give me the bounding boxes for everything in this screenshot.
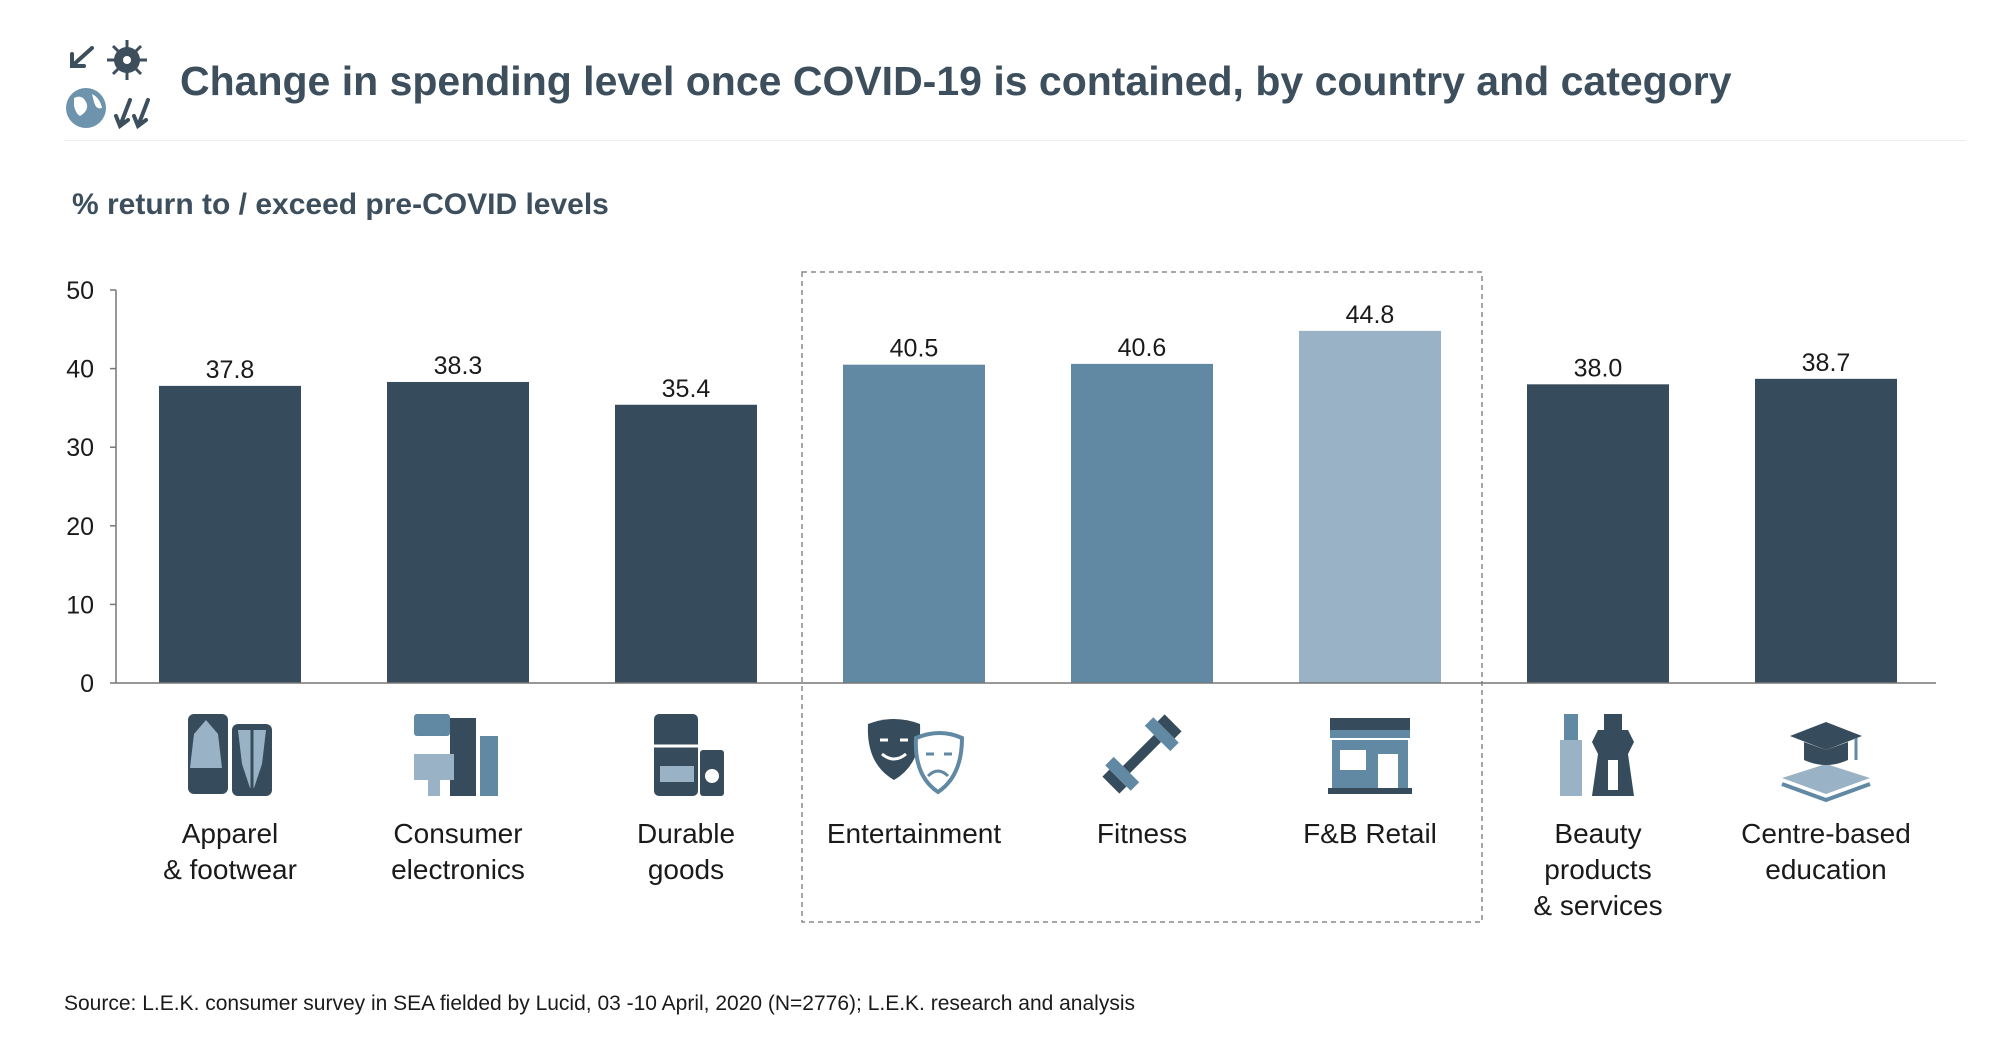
header: Change in spending level once COVID-19 i…	[64, 30, 1964, 140]
category-label: electronics	[391, 854, 525, 885]
category-label: Beauty	[1554, 818, 1641, 849]
bar-chart: 0 10 20 30 40 50 37.8 Apparel & footwear 38.3 Cons…	[66, 271, 1936, 923]
header-divider	[64, 140, 1966, 141]
bar-3	[615, 404, 757, 683]
apparel-icon	[186, 712, 274, 798]
graduation-cap-icon	[1780, 720, 1872, 802]
bar-1	[159, 385, 301, 683]
bar-value-label: 38.3	[434, 352, 483, 380]
y-tick-label: 10	[66, 591, 94, 619]
electronics-icon	[414, 714, 498, 796]
bar-2	[387, 381, 529, 683]
y-tick-label: 50	[66, 277, 94, 305]
y-axis-subtitle: % return to / exceed pre-COVID levels	[72, 188, 609, 221]
y-tick-label: 20	[66, 513, 94, 541]
category-label: goods	[648, 854, 724, 885]
bar-value-label: 37.8	[206, 356, 255, 384]
chart-title: Change in spending level once COVID-19 i…	[180, 58, 1732, 104]
bar-value-label: 35.4	[662, 375, 711, 403]
bar-7	[1527, 384, 1669, 683]
bar-5	[1071, 363, 1213, 683]
highlight-box	[801, 271, 1483, 923]
category-label: Centre-based	[1741, 818, 1911, 849]
category-label: & footwear	[163, 854, 297, 885]
bar-value-label: 38.7	[1802, 349, 1851, 377]
category-label: Entertainment	[827, 818, 1002, 849]
source-note: Source: L.E.K. consumer survey in SEA fi…	[64, 992, 1135, 1015]
category-label: education	[1765, 854, 1886, 885]
bar-6	[1299, 330, 1441, 683]
bar-value-label: 40.6	[1118, 334, 1167, 362]
category-label: products	[1544, 854, 1651, 885]
category-label: F&B Retail	[1303, 818, 1437, 849]
category-label: Consumer	[393, 818, 522, 849]
bar-8	[1755, 378, 1897, 683]
y-tick-label: 40	[66, 356, 94, 384]
category-label: Apparel	[182, 818, 279, 849]
appliances-icon	[652, 712, 726, 798]
dumbbell-icon	[1098, 710, 1186, 798]
bar-value-label: 38.0	[1574, 354, 1623, 382]
y-tick-label: 0	[80, 670, 94, 698]
cosmetics-icon	[1560, 714, 1634, 796]
bar-4	[843, 364, 985, 683]
covid-globe-arrows-icon	[66, 40, 150, 130]
category-label: Fitness	[1097, 818, 1187, 849]
y-tick-label: 30	[66, 434, 94, 462]
category-label: & services	[1533, 890, 1662, 921]
bar-value-label: 44.8	[1346, 301, 1395, 329]
theatre-masks-icon	[865, 717, 964, 794]
bar-value-label: 40.5	[890, 335, 939, 363]
category-label: Durable	[637, 818, 735, 849]
storefront-icon	[1328, 718, 1412, 794]
